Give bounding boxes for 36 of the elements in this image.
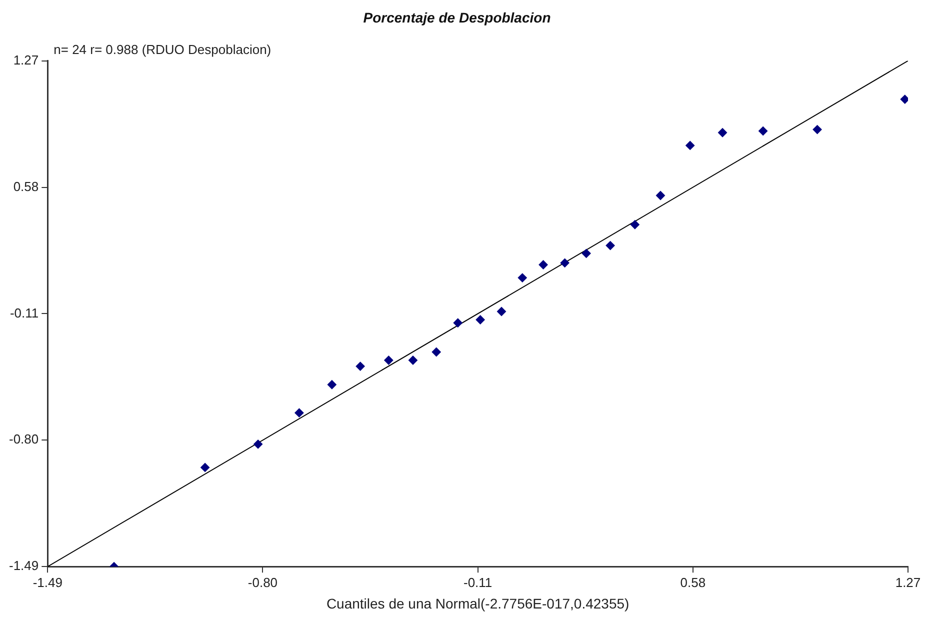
point (356, 362, 365, 371)
point (432, 348, 441, 356)
point (606, 241, 615, 250)
point (538, 260, 548, 270)
point (453, 318, 462, 328)
point (758, 126, 768, 136)
point (408, 356, 418, 365)
x-tick-label: 1.27 (895, 574, 921, 590)
point (518, 273, 527, 282)
y-tick-label: -0.11 (10, 305, 39, 320)
y-tick-label: 1.27 (13, 52, 39, 68)
x-axis-title: Cuantiles de una Normal(-2.7756E-017,0.42355) (326, 595, 630, 612)
y-tick-label: 0.58 (13, 178, 39, 194)
point (582, 248, 591, 258)
point (294, 408, 304, 418)
point (200, 462, 210, 472)
y-tick-label: -1.49 (8, 558, 39, 574)
point (327, 380, 336, 390)
y-tick-label: -0.80 (8, 432, 39, 447)
point (656, 190, 665, 200)
point (900, 94, 908, 104)
text: n= 24 r= 0.988 (RDUO Despoblacion) (54, 42, 272, 57)
x-tick-label: -0.80 (248, 574, 278, 590)
x-tick-label: 0.58 (680, 574, 706, 590)
point (686, 140, 695, 150)
point (497, 307, 506, 316)
point (718, 128, 728, 138)
point (254, 440, 263, 449)
point (630, 220, 640, 230)
point (560, 258, 570, 268)
chart-title: Porcentaje de Despoblacion (363, 9, 551, 26)
point (384, 356, 394, 365)
point (476, 315, 485, 324)
point (812, 125, 822, 134)
x-tick-label: -1.49 (32, 574, 62, 590)
x-tick-label: -0.11 (463, 574, 492, 590)
